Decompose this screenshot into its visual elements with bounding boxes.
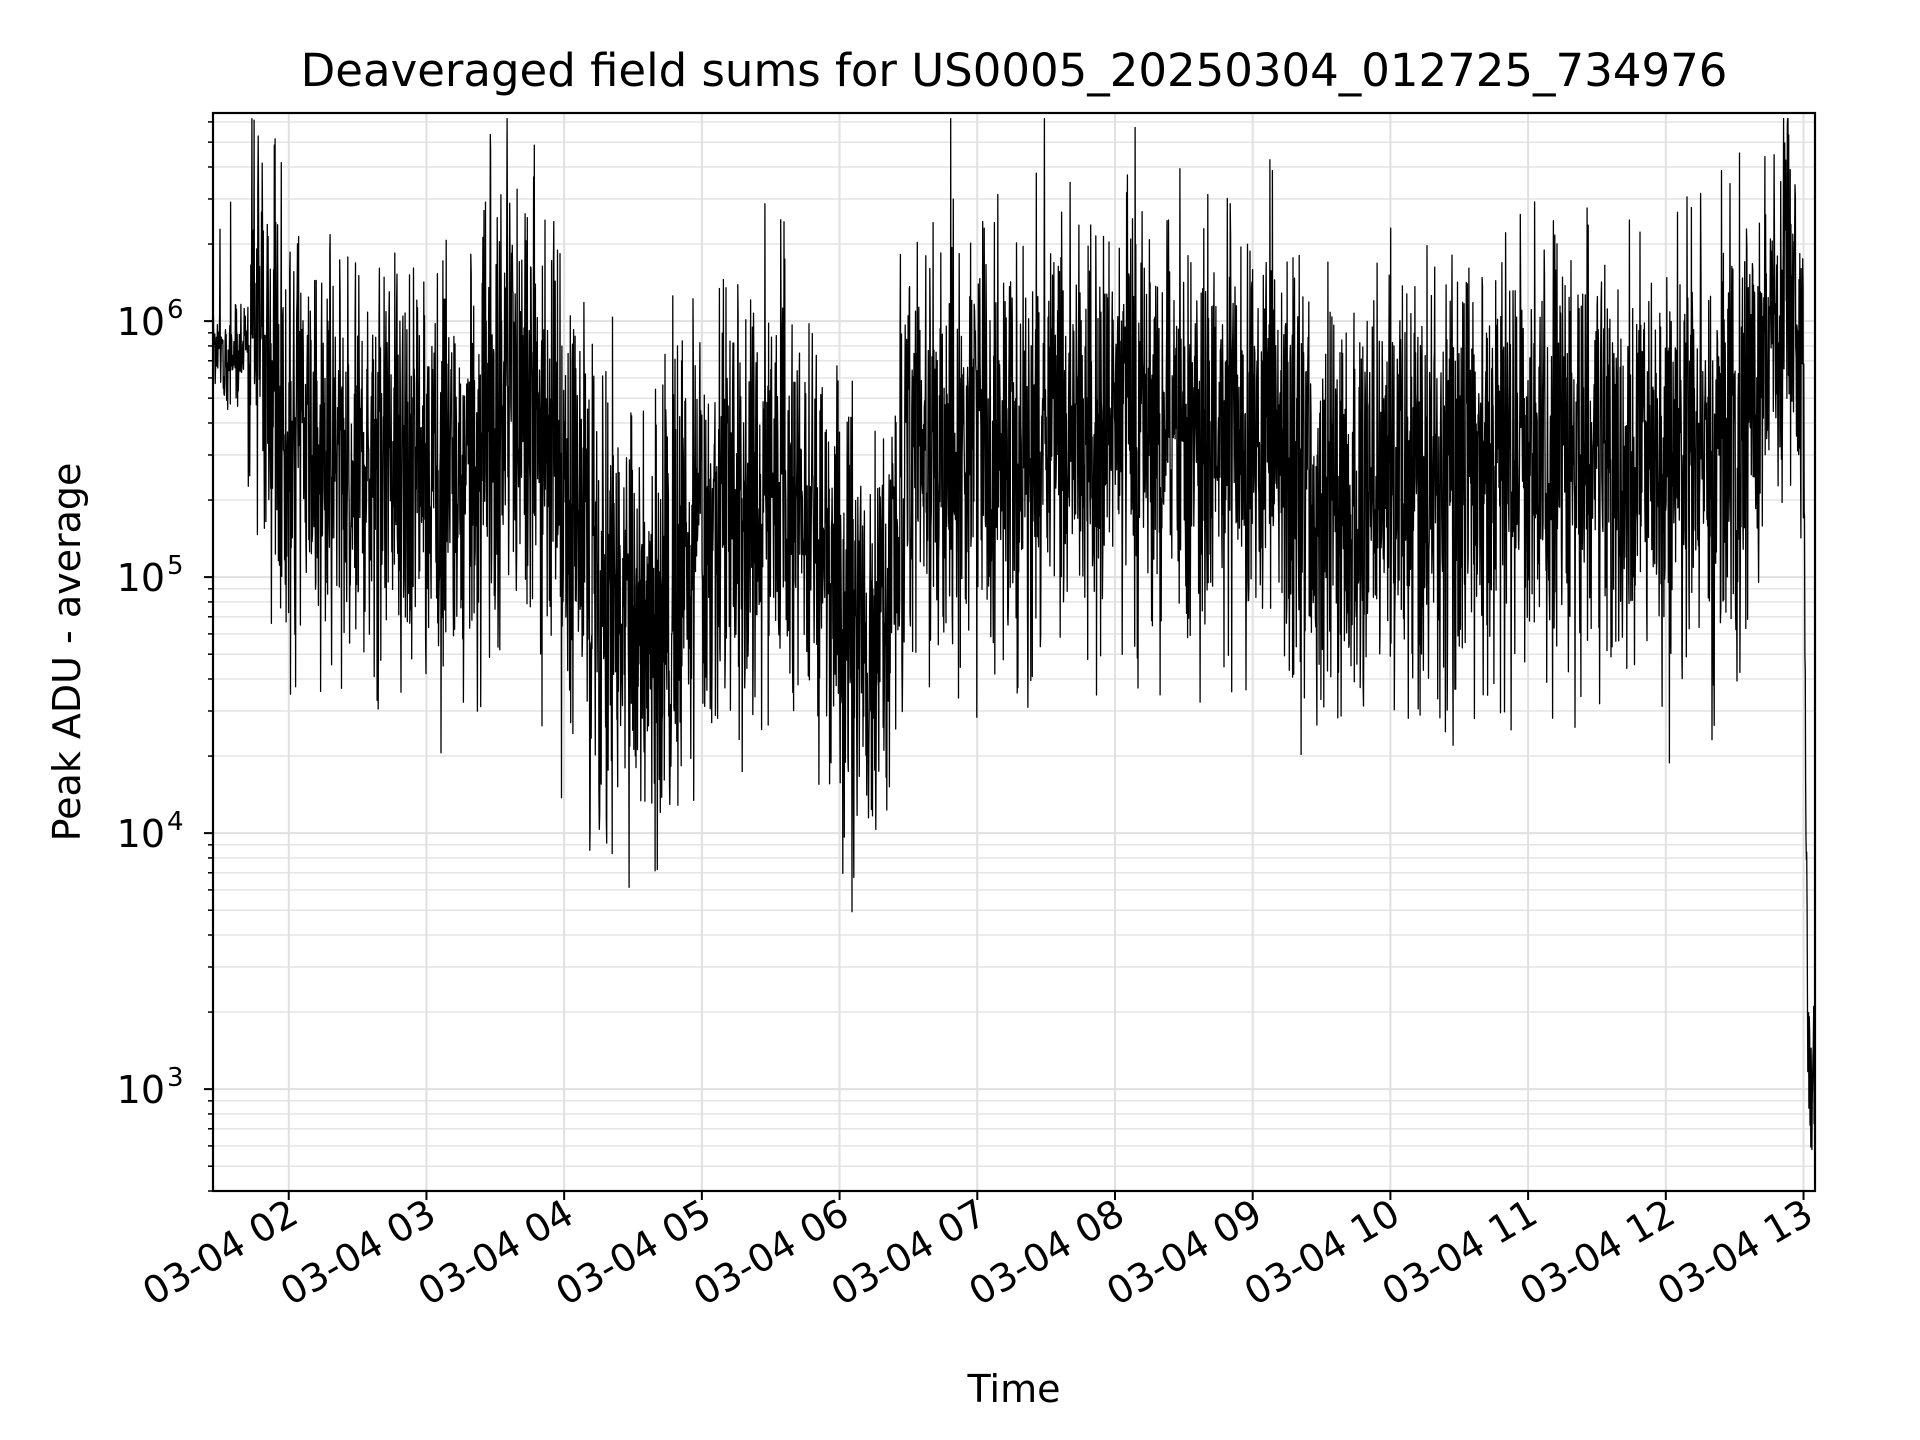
- x-axis-label: Time: [967, 1367, 1061, 1411]
- x-tick-label: 03-04 10: [1237, 1191, 1407, 1315]
- y-tick-label: 10: [117, 812, 165, 856]
- x-tick-label: 03-04 05: [548, 1191, 718, 1315]
- series-line: [212, 118, 1816, 1154]
- y-tick-label: 10: [117, 300, 165, 344]
- y-tick-label-exponent: 6: [167, 295, 184, 325]
- x-tick-label: 03-04 02: [135, 1191, 305, 1315]
- x-tick-label: 03-04 03: [273, 1191, 443, 1315]
- x-tick-label: 03-04 04: [411, 1191, 581, 1315]
- chart-title: Deaveraged field sums for US0005_2025030…: [301, 44, 1728, 97]
- y-tick-label-exponent: 3: [167, 1063, 184, 1093]
- x-tick-label: 03-04 11: [1375, 1191, 1545, 1315]
- x-tick-label: 03-04 09: [1099, 1191, 1269, 1315]
- x-tick-label: 03-04 12: [1512, 1191, 1682, 1315]
- x-tick-label: 03-04 13: [1650, 1191, 1820, 1315]
- plot-area-frame: [211, 111, 1817, 1193]
- y-axis-label: Peak ADU - average: [45, 463, 89, 842]
- y-tick-label: 10: [117, 556, 165, 600]
- x-tick-label: 03-04 06: [686, 1191, 856, 1315]
- y-tick-label: 10: [117, 1068, 165, 1112]
- y-tick-label-exponent: 4: [167, 807, 184, 837]
- x-tick-label: 03-04 08: [962, 1191, 1132, 1315]
- x-tick-label: 03-04 07: [824, 1191, 994, 1315]
- series-layer: [212, 118, 1816, 1154]
- y-tick-label-exponent: 5: [167, 551, 184, 581]
